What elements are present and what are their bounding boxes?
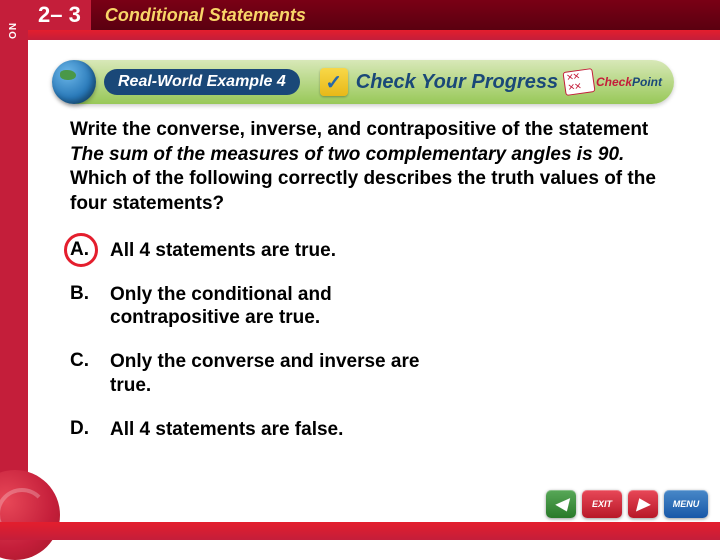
checkpoint-badge: CheckPoint [564,70,662,94]
nav-buttons: ◀ EXIT ▶ MENU [546,490,708,518]
prompt-before: Write the converse, inverse, and contrap… [70,119,648,140]
red-accent-bar [28,30,720,40]
decorative-circle [0,470,60,560]
bottom-bar [0,522,720,540]
prompt-after: Which of the following correctly describ… [70,168,656,214]
content-area: Write the converse, inverse, and contrap… [70,118,660,461]
choice-letter: A. [70,239,98,261]
choice-a[interactable]: A. All 4 statements are true. [70,239,660,263]
globe-icon [52,60,96,104]
left-red-strip [0,40,28,522]
lesson-title: Conditional Statements [105,5,306,26]
checkpoint-icon [562,68,595,96]
choice-d[interactable]: D. All 4 statements are false. [70,418,660,442]
choice-letter: C. [70,350,98,372]
choice-text: Only the conditional and contrapositive … [98,283,438,331]
exit-button[interactable]: EXIT [582,490,622,518]
forward-button[interactable]: ▶ [628,490,658,518]
check-your-progress-label: Check Your Progress [356,71,558,94]
choice-c[interactable]: C. Only the converse and inverse are tru… [70,350,660,398]
back-button[interactable]: ◀ [546,490,576,518]
header-bar: 2– 3 Conditional Statements [28,0,720,30]
choices-list: A. All 4 statements are true. B. Only th… [70,239,660,442]
checkmark-icon: ✓ [320,68,348,96]
question-prompt: Write the converse, inverse, and contrap… [70,118,660,217]
example-label: Real-World Example 4 [104,69,300,95]
example-bar: Real-World Example 4 ✓ Check Your Progre… [54,60,674,104]
choice-text: All 4 statements are false. [98,418,438,442]
choice-b[interactable]: B. Only the conditional and contrapositi… [70,283,660,331]
checkpoint-text: CheckPoint [596,75,662,89]
choice-letter: B. [70,283,98,305]
choice-text: All 4 statements are true. [98,239,438,263]
menu-button[interactable]: MENU [664,490,708,518]
choice-text: Only the converse and inverse are true. [98,350,438,398]
prompt-italic: The sum of the measures of two complemen… [70,144,624,165]
lesson-number: 2– 3 [28,0,91,30]
choice-letter: D. [70,418,98,440]
